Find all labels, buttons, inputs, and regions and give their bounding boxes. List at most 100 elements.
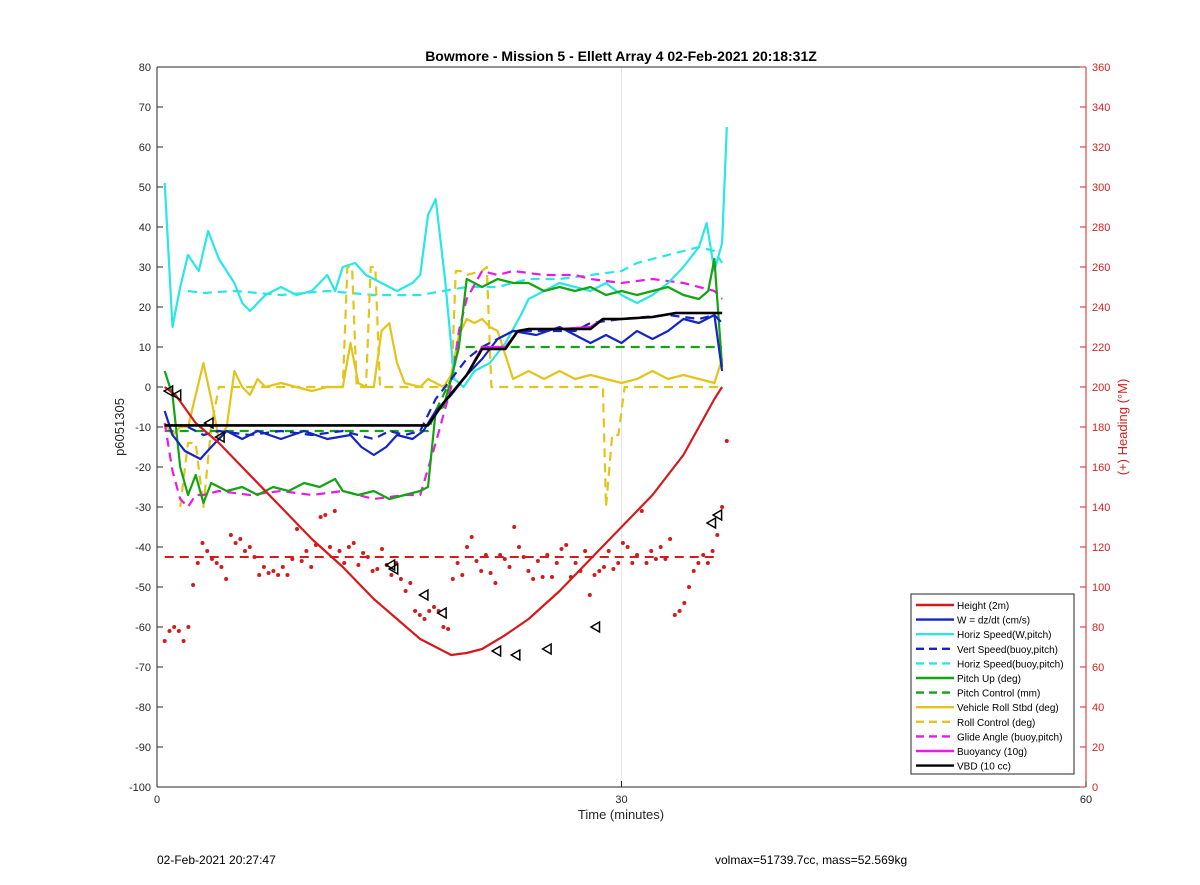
heading-point: [653, 557, 658, 561]
series-line-w-dz-dt-cm-s: [163, 313, 724, 461]
y2-tick-label: 20: [1092, 742, 1104, 754]
y2-tick-label: 60: [1092, 662, 1104, 674]
heading-point: [550, 575, 554, 579]
legend-label-horiz-speed-w-pitch: Horiz Speed(W,pitch): [957, 630, 1051, 641]
heading-point: [176, 629, 181, 633]
heading-point: [540, 575, 545, 579]
heading-point: [521, 555, 526, 559]
y-tick-label: -100: [129, 782, 151, 794]
heading-point: [479, 569, 484, 573]
heading-point: [597, 569, 602, 573]
triangle-marker: [170, 388, 182, 402]
y-axis-label: p6051305: [112, 398, 127, 456]
legend-label-vehicle-roll-stbd-deg: Vehicle Roll Stbd (deg): [957, 703, 1059, 714]
y-tick-label: -50: [135, 582, 151, 594]
heading-point: [668, 537, 673, 541]
heading-point: [342, 561, 347, 565]
triangle-marker: [203, 416, 214, 430]
heading-point: [214, 561, 219, 565]
y-tick-label: -60: [135, 622, 151, 634]
heading-point: [427, 609, 432, 613]
legend-box: [910, 593, 1075, 775]
heading-point: [701, 553, 706, 557]
heading-point: [488, 571, 493, 575]
legend-items: Height (2m) W = dz/dt (cm/s) Horiz Speed(W…: [916, 601, 1064, 773]
heading-point: [455, 561, 460, 565]
heading-point: [238, 537, 243, 541]
y2-tick-label: 240: [1092, 302, 1110, 314]
tick-labels: 80706050403020100-10-20-30-40-50-60-70-8…: [129, 62, 1110, 806]
series-line-vehicle-roll-stbd-deg: [163, 317, 724, 441]
series-line-height-2m: [164, 386, 724, 657]
y2-tick-label: 280: [1092, 222, 1110, 234]
heading-point: [616, 561, 621, 565]
y2-tick-label: 200: [1092, 382, 1110, 394]
heading-point: [295, 527, 299, 531]
heading-point: [380, 547, 384, 551]
heading-point: [672, 613, 677, 617]
footer-vehicle-info: volmax=51739.7cc, mass=52.569kg: [715, 853, 908, 867]
legend-label-pitch-control-mm: Pitch Control (mm): [957, 689, 1040, 700]
heading-point: [592, 573, 597, 577]
heading-point: [573, 561, 578, 565]
heading-point: [370, 569, 375, 573]
heading-point: [502, 557, 507, 561]
heading-point: [658, 545, 663, 549]
heading-point: [172, 625, 177, 629]
heading-point: [535, 559, 540, 563]
chart-title: Bowmore - Mission 5 - Ellett Array 4 02-…: [425, 48, 817, 64]
y-tick-label: -70: [135, 662, 151, 674]
heading-point: [309, 565, 314, 569]
triangle-marker: [541, 642, 552, 656]
heading-point: [422, 617, 427, 621]
heading-point: [233, 541, 238, 545]
y-tick-label: -90: [135, 742, 151, 754]
legend: Height (2m) W = dz/dt (cm/s) Horiz Speed(W…: [910, 593, 1075, 775]
heading-point: [413, 609, 418, 613]
heading-point: [644, 561, 649, 565]
heading-point: [687, 585, 691, 589]
legend-label-horiz-speed-buoy-pitch: Horiz Speed(buoy,pitch): [957, 659, 1064, 670]
x-tick-label: 30: [615, 794, 627, 806]
heading-point: [531, 577, 536, 581]
heading-point: [635, 553, 639, 557]
triangle-marker: [214, 430, 225, 444]
heading-point: [465, 545, 469, 549]
triangle-marker: [711, 508, 723, 522]
heading-point: [261, 565, 266, 569]
triangle-marker: [589, 620, 601, 634]
legend-label-roll-control-deg: Roll Control (deg): [957, 718, 1035, 729]
x-tick-label: 0: [154, 794, 160, 806]
y2-tick-label: 180: [1092, 422, 1110, 434]
heading-point: [323, 513, 328, 517]
triangle-marker: [417, 588, 429, 602]
heading-point: [313, 543, 318, 547]
heading-point: [625, 545, 630, 549]
heading-point: [602, 565, 606, 569]
heading-point: [290, 557, 295, 561]
y2-tick-label: 160: [1092, 462, 1110, 474]
y2-tick-label: 120: [1092, 542, 1110, 554]
heading-point: [682, 601, 687, 605]
heading-point: [630, 561, 635, 565]
y-tick-label: 80: [139, 62, 151, 74]
y-tick-label: 20: [139, 302, 151, 314]
y-tick-label: -30: [135, 502, 151, 514]
legend-label-w-dz-dt-cm-s: W = dz/dt (cm/s): [957, 616, 1030, 627]
heading-point: [724, 439, 729, 443]
heading-point: [639, 509, 644, 513]
footer-timestamp: 02-Feb-2021 20:27:47: [157, 853, 276, 867]
heading-point: [710, 549, 715, 553]
y-tick-label: -80: [135, 702, 151, 714]
legend-label-buoyancy-10g: Buoyancy (10g): [957, 747, 1027, 758]
y2-tick-label: 220: [1092, 342, 1110, 354]
heading-point: [517, 545, 521, 549]
heading-point: [167, 629, 172, 633]
heading-point: [620, 541, 625, 545]
y-tick-label: 10: [139, 342, 151, 354]
heading-point: [578, 569, 583, 573]
y2-tick-label: 320: [1092, 142, 1110, 154]
series-group: [162, 126, 729, 657]
series-line-horiz-speed-w-pitch: [163, 126, 728, 389]
heading-point: [304, 549, 309, 553]
